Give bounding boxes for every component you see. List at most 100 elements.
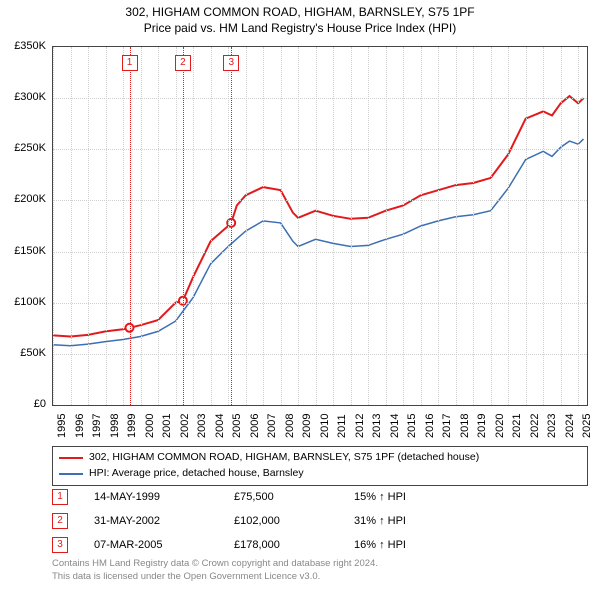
event-date: 31-MAY-2002	[94, 515, 234, 527]
gridline-v	[473, 47, 474, 405]
gridline-v	[438, 47, 439, 405]
gridline-h	[53, 98, 587, 99]
y-tick-label: £50K	[20, 347, 46, 359]
event-line	[231, 47, 232, 405]
credits: Contains HM Land Registry data © Crown c…	[52, 558, 588, 584]
gridline-h	[53, 303, 587, 304]
plot-area: 123	[52, 46, 588, 406]
event-line	[130, 47, 131, 405]
x-tick-label: 2016	[424, 414, 436, 438]
gridline-v	[368, 47, 369, 405]
y-tick-label: £250K	[14, 142, 46, 154]
gridline-v	[106, 47, 107, 405]
x-tick-label: 2025	[581, 414, 593, 438]
x-tick-label: 2012	[354, 414, 366, 438]
gridline-v	[351, 47, 352, 405]
x-tick-label: 2005	[231, 414, 243, 438]
y-tick-label: £300K	[14, 91, 46, 103]
x-tick-label: 2019	[476, 414, 488, 438]
x-tick-label: 2018	[459, 414, 471, 438]
credits-line1: Contains HM Land Registry data © Crown c…	[52, 558, 588, 571]
x-tick-label: 1995	[56, 414, 68, 438]
gridline-v	[421, 47, 422, 405]
event-date: 14-MAY-1999	[94, 491, 234, 503]
x-tick-label: 2017	[441, 414, 453, 438]
gridline-h	[53, 252, 587, 253]
legend-label: 302, HIGHAM COMMON ROAD, HIGHAM, BARNSLE…	[89, 450, 479, 466]
gridline-v	[578, 47, 579, 405]
event-price: £102,000	[234, 515, 354, 527]
chart-svg	[53, 47, 587, 405]
gridline-v	[526, 47, 527, 405]
x-tick-label: 2008	[284, 414, 296, 438]
x-tick-label: 2007	[266, 414, 278, 438]
x-tick-label: 2006	[249, 414, 261, 438]
gridline-v	[246, 47, 247, 405]
gridline-v	[176, 47, 177, 405]
x-tick-label: 2013	[371, 414, 383, 438]
gridline-v	[543, 47, 544, 405]
event-price: £75,500	[234, 491, 354, 503]
gridline-v	[141, 47, 142, 405]
event-pct: 16% ↑ HPI	[354, 539, 464, 551]
x-tick-label: 2022	[529, 414, 541, 438]
gridline-v	[228, 47, 229, 405]
x-tick-label: 2010	[319, 414, 331, 438]
x-tick-label: 2002	[179, 414, 191, 438]
x-tick-label: 2001	[161, 414, 173, 438]
event-date: 07-MAR-2005	[94, 539, 234, 551]
gridline-h	[53, 200, 587, 201]
x-tick-label: 2024	[564, 414, 576, 438]
x-tick-label: 2014	[389, 414, 401, 438]
chart-title-block: 302, HIGHAM COMMON ROAD, HIGHAM, BARNSLE…	[0, 0, 600, 36]
gridline-v	[53, 47, 54, 405]
gridline-v	[316, 47, 317, 405]
gridline-h	[53, 149, 587, 150]
y-tick-label: £100K	[14, 296, 46, 308]
gridline-v	[298, 47, 299, 405]
chart-container: 302, HIGHAM COMMON ROAD, HIGHAM, BARNSLE…	[0, 0, 600, 590]
event-number-box: 3	[52, 537, 68, 553]
y-axis: £0£50K£100K£150K£200K£250K£300K£350K	[0, 46, 50, 406]
event-pct: 15% ↑ HPI	[354, 491, 464, 503]
gridline-v	[508, 47, 509, 405]
x-tick-label: 1999	[126, 414, 138, 438]
event-number-box: 1	[52, 489, 68, 505]
event-price: £178,000	[234, 539, 354, 551]
y-tick-label: £150K	[14, 245, 46, 257]
event-pct: 31% ↑ HPI	[354, 515, 464, 527]
y-tick-label: £200K	[14, 193, 46, 205]
gridline-v	[333, 47, 334, 405]
event-line	[183, 47, 184, 405]
gridline-v	[403, 47, 404, 405]
series-line	[53, 139, 584, 346]
gridline-v	[456, 47, 457, 405]
series-line	[53, 96, 584, 336]
gridline-v	[211, 47, 212, 405]
event-row: 3 07-MAR-2005£178,00016% ↑ HPI	[52, 536, 588, 554]
x-tick-label: 2000	[144, 414, 156, 438]
event-marker: 2	[175, 55, 191, 71]
legend-swatch	[59, 473, 83, 475]
legend-row: 302, HIGHAM COMMON ROAD, HIGHAM, BARNSLE…	[59, 450, 581, 466]
event-row: 2 31-MAY-2002£102,00031% ↑ HPI	[52, 512, 588, 530]
legend-label: HPI: Average price, detached house, Barn…	[89, 466, 304, 482]
legend: 302, HIGHAM COMMON ROAD, HIGHAM, BARNSLE…	[52, 446, 588, 486]
event-number-box: 2	[52, 513, 68, 529]
chart-title-line2: Price paid vs. HM Land Registry's House …	[0, 20, 600, 36]
event-marker: 1	[122, 55, 138, 71]
y-tick-label: £350K	[14, 40, 46, 52]
chart-title-line1: 302, HIGHAM COMMON ROAD, HIGHAM, BARNSLE…	[0, 4, 600, 20]
x-tick-label: 1998	[109, 414, 121, 438]
gridline-v	[561, 47, 562, 405]
gridline-v	[193, 47, 194, 405]
event-row: 1 14-MAY-1999£75,50015% ↑ HPI	[52, 488, 588, 506]
credits-line2: This data is licensed under the Open Gov…	[52, 571, 588, 584]
legend-row: HPI: Average price, detached house, Barn…	[59, 466, 581, 482]
x-tick-label: 2020	[494, 414, 506, 438]
gridline-v	[281, 47, 282, 405]
gridline-v	[88, 47, 89, 405]
gridline-v	[491, 47, 492, 405]
x-tick-label: 2015	[406, 414, 418, 438]
gridline-v	[71, 47, 72, 405]
